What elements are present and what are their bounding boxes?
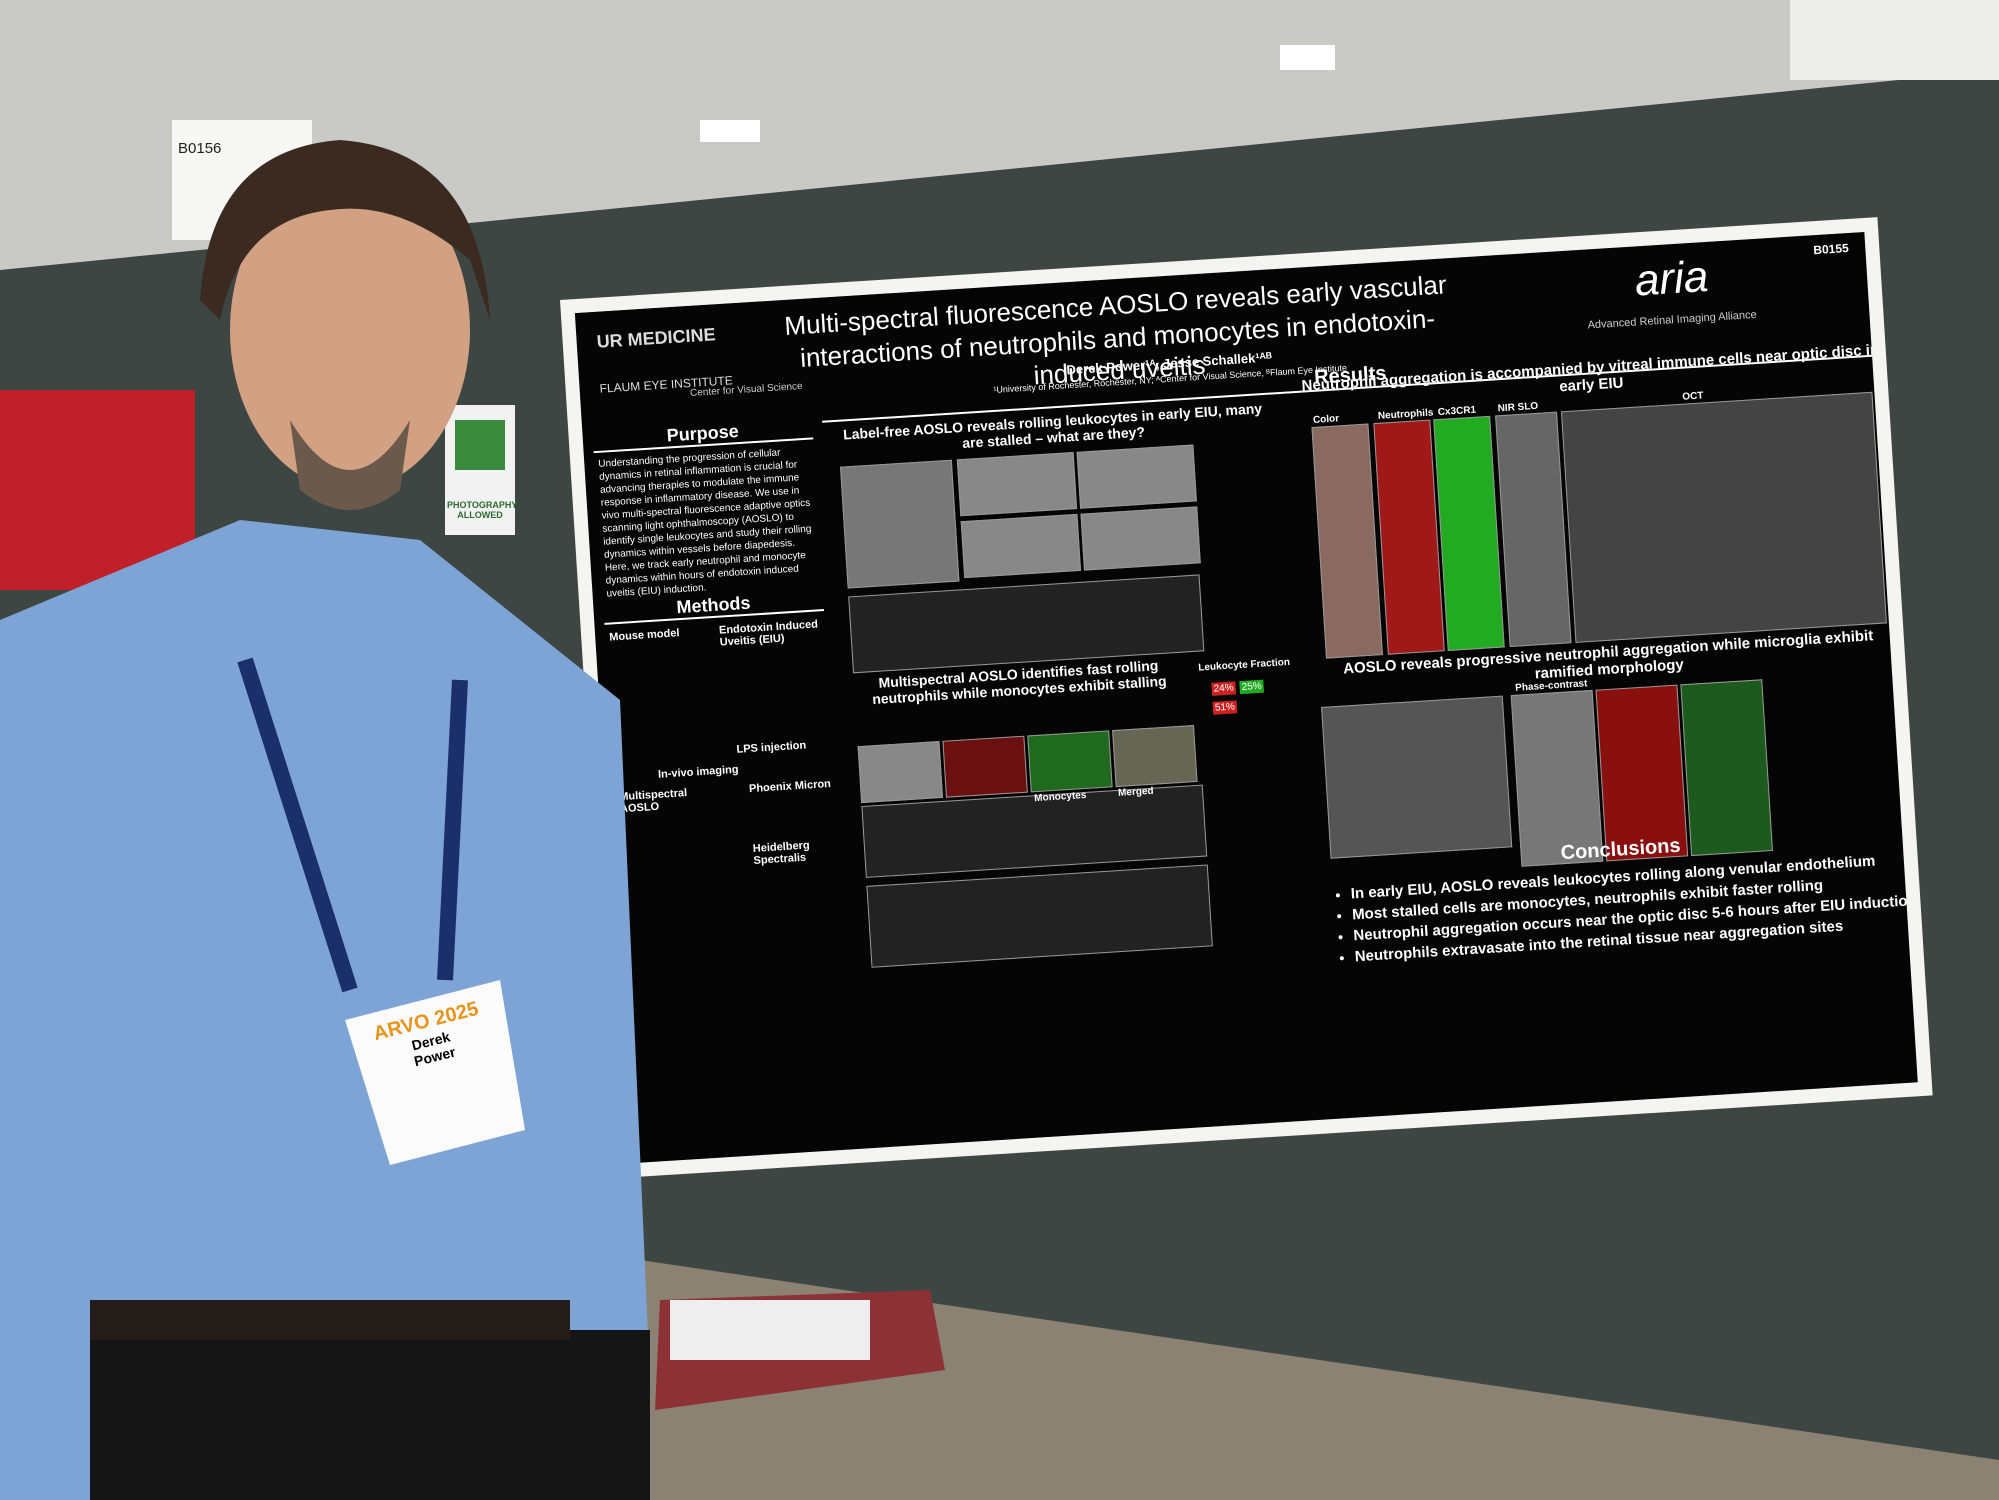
- face: [230, 170, 470, 490]
- hair: [200, 140, 490, 320]
- light: [700, 120, 760, 142]
- shirt: [0, 520, 650, 1500]
- lanyard: [237, 657, 358, 993]
- light: [1280, 45, 1335, 70]
- booth-sign: B0156: [178, 140, 222, 157]
- camera-icon: [455, 420, 505, 470]
- trousers: [90, 1330, 650, 1500]
- lanyard: [437, 679, 468, 981]
- floor: [640, 1260, 1999, 1500]
- photo-sign: PHOTOGRAPHY ALLOWED: [447, 500, 518, 520]
- beard: [290, 420, 410, 510]
- wall-top: [1790, 0, 1999, 80]
- belt: [90, 1300, 570, 1340]
- badge-card: [345, 980, 525, 1165]
- handout: [670, 1300, 870, 1360]
